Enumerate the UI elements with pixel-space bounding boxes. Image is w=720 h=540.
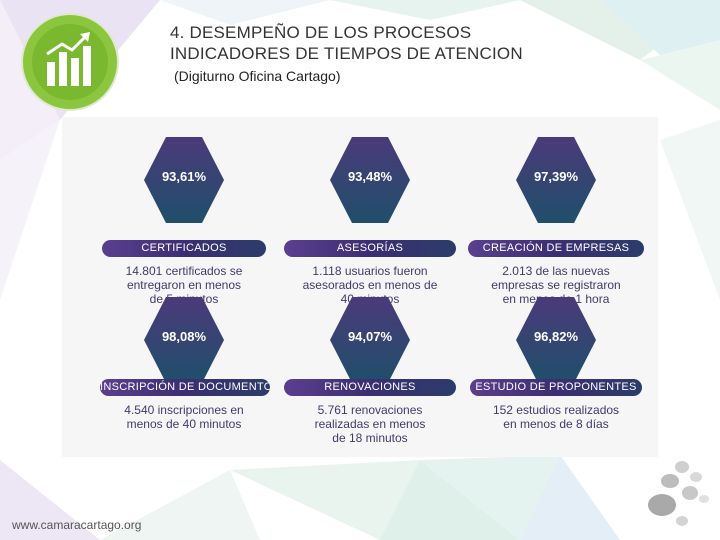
page-title: 4. DESEMPEÑO DE LOS PROCESOS INDICADORES… bbox=[170, 22, 523, 64]
page-subtitle: (Digiturno Oficina Cartago) bbox=[174, 68, 341, 84]
description-line: 152 estudios realizados bbox=[492, 403, 620, 417]
description-line: entregaron en menos bbox=[126, 278, 242, 292]
description-line: 4.540 inscripciones en bbox=[124, 403, 244, 417]
percent-value: 98,08% bbox=[161, 329, 207, 344]
indicator-description: 5.761 renovaciones realizadas en menos d… bbox=[280, 403, 460, 445]
description-line: en menos de 8 días bbox=[503, 417, 609, 431]
indicator-card-estudio-proponentes: 96,82% ESTUDIO DE PROPONENTES 152 estudi… bbox=[466, 297, 646, 457]
hexagon-shape bbox=[144, 137, 224, 223]
percent-value: 94,07% bbox=[347, 329, 393, 344]
indicator-label: ASESORÍAS bbox=[284, 240, 456, 257]
description-line: menos de 40 minutos bbox=[126, 417, 242, 431]
footer-url: www.camaracartago.org bbox=[12, 518, 142, 532]
indicator-description: 1.118 usuarios fueron asesorados en meno… bbox=[280, 264, 460, 306]
hexagon-shape bbox=[144, 297, 224, 383]
indicator-label: INSCRIPCIÓN DE DOCUMENTOS bbox=[100, 379, 270, 396]
description-line: 5.761 renovaciones bbox=[317, 403, 423, 417]
percent-value: 97,39% bbox=[533, 169, 579, 184]
description-line: realizadas en menos bbox=[314, 417, 426, 431]
description-line: 2.013 de las nuevas bbox=[502, 264, 610, 278]
percent-value: 93,48% bbox=[347, 169, 393, 184]
indicator-card-certificados: 93,61% CERTIFICADOS 14.801 certificados … bbox=[94, 137, 274, 306]
indicator-description: 4.540 inscripciones en menos de 40 minut… bbox=[94, 403, 274, 431]
indicators-infographic: 93,61% CERTIFICADOS 14.801 certificados … bbox=[62, 117, 658, 457]
indicator-card-asesorias: 93,48% ASESORÍAS 1.118 usuarios fueron a… bbox=[280, 137, 460, 306]
description-line: asesorados en menos de bbox=[302, 278, 438, 292]
hexagon-shape bbox=[516, 297, 596, 383]
hexagon-shape bbox=[516, 137, 596, 223]
indicator-label: RENOVACIONES bbox=[284, 379, 456, 396]
percent-value: 93,61% bbox=[161, 169, 207, 184]
title-line-1: 4. DESEMPEÑO DE LOS PROCESOS bbox=[170, 23, 472, 42]
hexagon-shape bbox=[330, 297, 410, 383]
description-line: empresas se registraron bbox=[491, 278, 621, 292]
hexagon-shape bbox=[330, 137, 410, 223]
percent-value: 96,82% bbox=[533, 329, 579, 344]
chamber-logo bbox=[20, 12, 120, 112]
description-line: de 18 minutos bbox=[332, 431, 408, 445]
indicator-label: CREACIÓN DE EMPRESAS bbox=[468, 240, 644, 257]
indicator-label: ESTUDIO DE PROPONENTES bbox=[470, 379, 642, 396]
title-line-2: INDICADORES DE TIEMPOS DE ATENCION bbox=[170, 44, 523, 63]
paw-print-icon bbox=[648, 461, 709, 526]
indicator-card-inscripcion-documentos: 98,08% INSCRIPCIÓN DE DOCUMENTOS 4.540 i… bbox=[94, 297, 274, 457]
bar-chart-logo-icon bbox=[21, 13, 119, 111]
indicator-label: CERTIFICADOS bbox=[102, 240, 266, 257]
indicator-description: 152 estudios realizados en menos de 8 dí… bbox=[466, 403, 646, 431]
indicator-card-creacion-empresas: 97,39% CREACIÓN DE EMPRESAS 2.013 de las… bbox=[466, 137, 646, 306]
description-line: 1.118 usuarios fueron bbox=[312, 264, 428, 278]
indicator-card-renovaciones: 94,07% RENOVACIONES 5.761 renovaciones r… bbox=[280, 297, 460, 457]
description-line: 14.801 certificados se bbox=[125, 264, 243, 278]
